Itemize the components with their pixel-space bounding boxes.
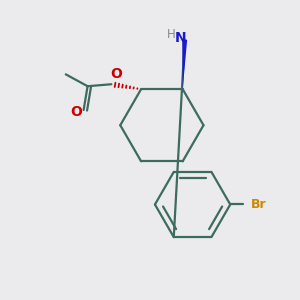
Text: N: N: [175, 31, 187, 45]
Text: O: O: [70, 105, 82, 119]
Text: O: O: [110, 67, 122, 81]
Text: Br: Br: [251, 198, 267, 211]
Text: H: H: [167, 28, 175, 41]
Polygon shape: [182, 40, 187, 89]
